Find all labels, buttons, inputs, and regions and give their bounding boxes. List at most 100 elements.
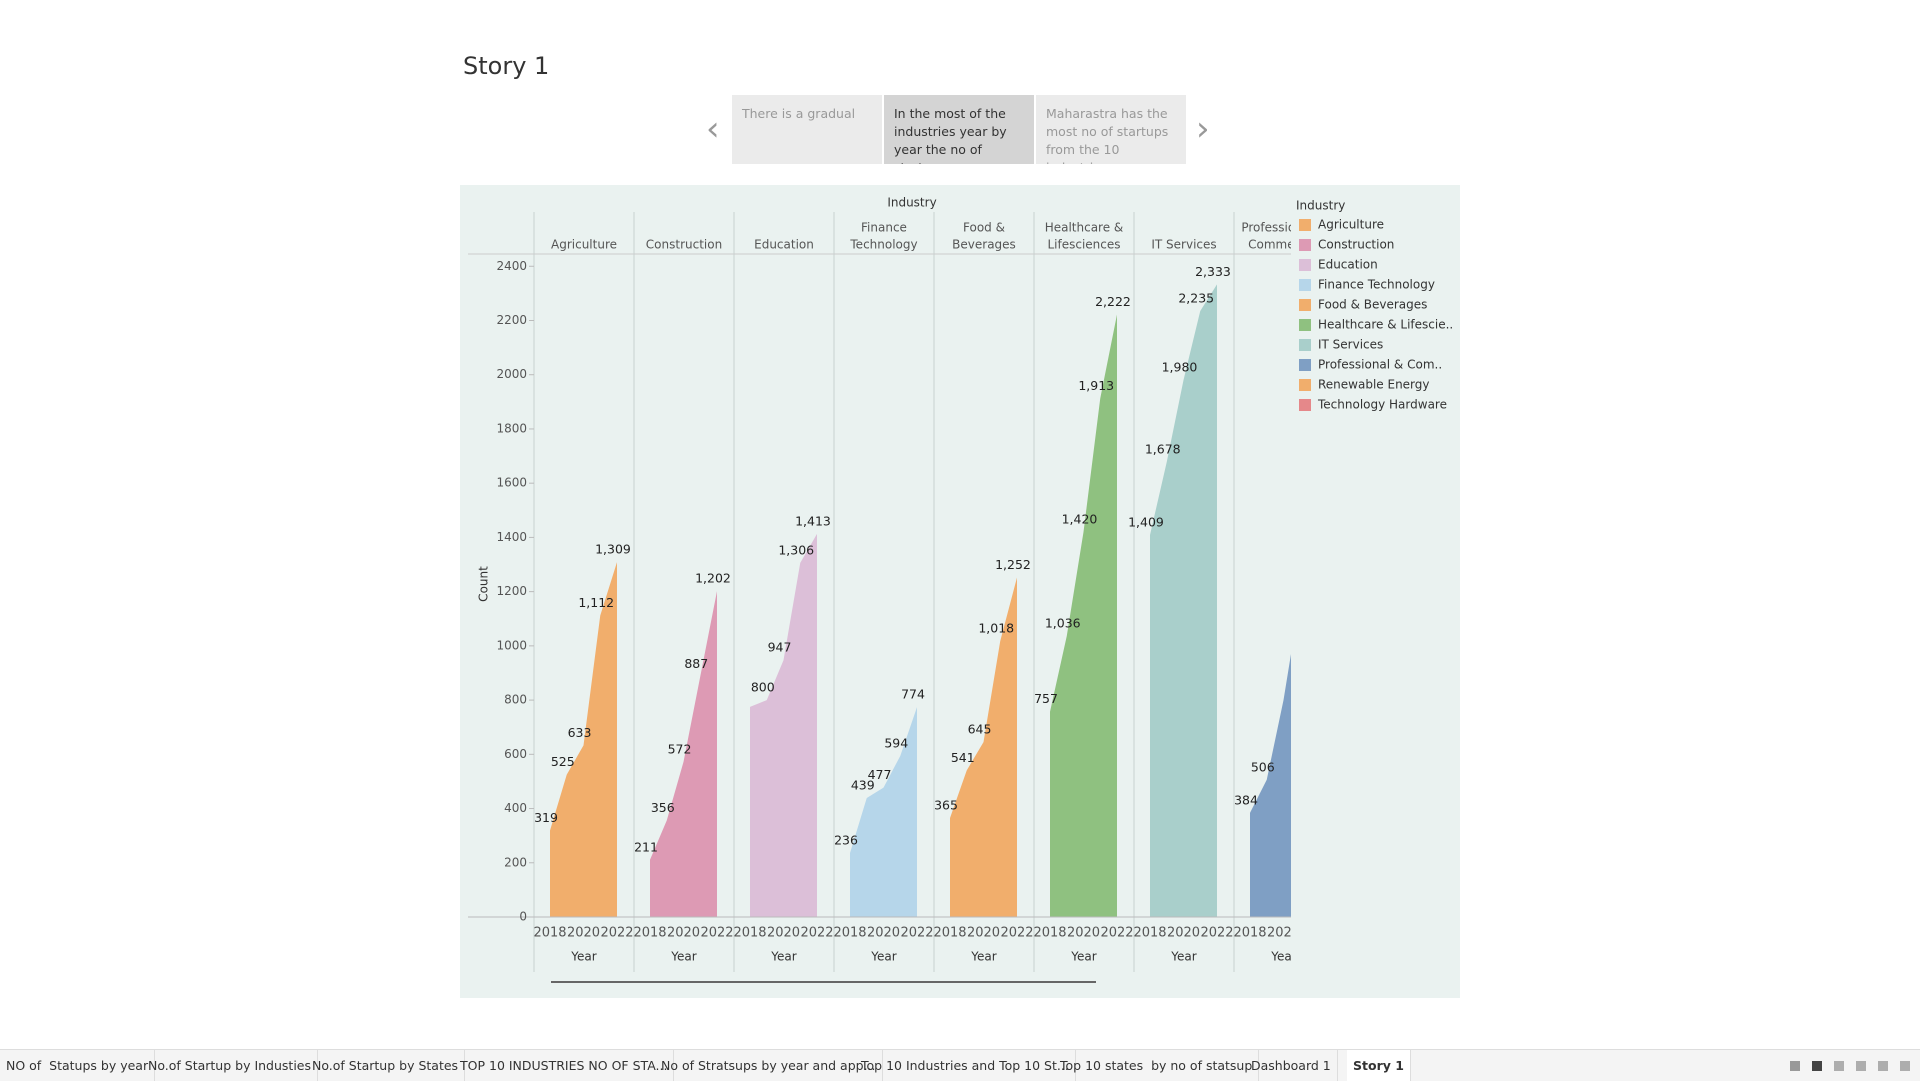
y-tick-label: 800 [504, 693, 527, 707]
x-tick-label: 2022 [700, 926, 733, 941]
x-tick-label: 2020 [1267, 926, 1300, 941]
x-axis-title: Year [970, 950, 996, 964]
data-label: 594 [884, 735, 908, 750]
x-axis-title: Year [1170, 950, 1196, 964]
panel-header: Construction [646, 238, 722, 252]
data-label: 633 [568, 725, 592, 740]
toolbar-icon[interactable] [1790, 1061, 1800, 1071]
legend-label: Construction [1318, 238, 1394, 252]
x-tick-label: 2022 [900, 926, 933, 941]
x-tick-label: 2020 [1167, 926, 1200, 941]
legend-swatch [1299, 259, 1311, 271]
y-tick-label: 2400 [496, 259, 527, 273]
data-label: 2,235 [1178, 291, 1214, 306]
data-label: 1,409 [1128, 514, 1164, 529]
legend-swatch [1299, 279, 1311, 291]
legend-label: Education [1318, 258, 1378, 272]
legend-label: Food & Beverages [1318, 298, 1427, 312]
sheet-tabs: NO of Statups by year No.of Startup by In… [0, 1049, 1920, 1081]
x-axis-title: Year [870, 950, 896, 964]
data-label: 1,913 [1078, 378, 1114, 393]
data-label: 1,980 [1162, 360, 1198, 375]
legend-label: Finance Technology [1318, 278, 1435, 292]
column-header: Industry [887, 196, 936, 210]
sheet-tab[interactable]: No.of Startup by States [306, 1050, 466, 1081]
data-label: 365 [934, 798, 958, 813]
x-axis-title: Year [670, 950, 696, 964]
x-tick-label: 2020 [1067, 926, 1100, 941]
x-tick-label: 2018 [1233, 926, 1266, 941]
x-tick-label: 2022 [1200, 926, 1233, 941]
data-label: 525 [551, 754, 575, 769]
sheet-tab[interactable]: TOP 10 INDUSTRIES NO OF STA... [454, 1050, 675, 1081]
chart-background [460, 185, 1460, 998]
data-label: 1,413 [795, 513, 831, 528]
data-label: 384 [1234, 792, 1258, 807]
panel-header: IT Services [1151, 238, 1216, 252]
x-axis-title: Year [570, 950, 596, 964]
legend-label: Healthcare & Lifescie.. [1318, 318, 1453, 332]
x-axis-title: Year [770, 950, 796, 964]
data-label: 236 [834, 833, 858, 848]
y-tick-label: 400 [504, 801, 527, 815]
sheet-tab[interactable]: Top 10 Industries and Top 10 St... [855, 1050, 1076, 1081]
panel-header: Healthcare & [1045, 221, 1124, 235]
story-point[interactable]: There is a gradual [732, 95, 882, 164]
data-label: 439 [851, 777, 875, 792]
area [850, 707, 917, 917]
legend-label: Agriculture [1318, 218, 1384, 232]
data-label: 887 [684, 656, 708, 671]
legend-swatch [1299, 339, 1311, 351]
area [750, 533, 817, 917]
y-tick-label: 1200 [496, 584, 527, 598]
sheet-tab[interactable]: Top 10 states by no of statsup [1054, 1050, 1260, 1081]
data-label: 2,222 [1095, 294, 1131, 309]
area [1250, 653, 1291, 917]
data-label: 1,678 [1145, 442, 1181, 457]
data-label: 477 [868, 767, 892, 782]
panel-header: Finance [861, 221, 907, 235]
toolbar-icon[interactable] [1834, 1061, 1844, 1071]
panel-header: Commercial [1248, 238, 1320, 252]
data-label: 774 [901, 687, 925, 702]
story-point[interactable]: In the most of the industries year by ye… [884, 95, 1034, 164]
x-axis-title: Year [1270, 950, 1296, 964]
legend-swatch [1299, 239, 1311, 251]
toolbar-icon[interactable] [1878, 1061, 1888, 1071]
data-label: 1,202 [695, 571, 731, 586]
prev-arrow[interactable]: ‹ [706, 109, 720, 149]
sheet-tab[interactable]: No.of Startup by Industies [142, 1050, 319, 1081]
story-title: Story 1 [463, 52, 550, 80]
sheet-tab[interactable]: No of Stratsups by year and app... [655, 1050, 883, 1081]
data-label: 1,112 [578, 595, 614, 610]
panel-header: Education [754, 238, 814, 252]
data-label: 356 [651, 800, 675, 815]
legend-label: IT Services [1318, 338, 1383, 352]
y-tick-label: 1400 [496, 530, 527, 544]
legend-label: Renewable Energy [1318, 378, 1430, 392]
data-label: 1,036 [1045, 616, 1081, 631]
data-label: 1,018 [978, 620, 1014, 635]
x-tick-label: 2020 [967, 926, 1000, 941]
toolbar-icon[interactable] [1900, 1061, 1910, 1071]
data-label: 541 [951, 750, 975, 765]
legend-swatch [1299, 219, 1311, 231]
toolbar-icon[interactable] [1812, 1061, 1822, 1071]
data-label: 1,252 [995, 557, 1031, 572]
legend-label: Technology Hardware [1317, 398, 1447, 412]
sheet-tab[interactable]: Story 1 [1347, 1050, 1411, 1081]
toolbar-icon[interactable] [1856, 1061, 1866, 1071]
story-point[interactable]: Maharastra has the most no of startups f… [1036, 95, 1186, 164]
legend-swatch [1299, 379, 1311, 391]
data-label: 319 [534, 810, 558, 825]
sheet-tab[interactable]: NO of Statups by year [0, 1050, 156, 1081]
legend-swatch [1299, 359, 1311, 371]
sheet-tab[interactable]: Dashboard 1 [1245, 1050, 1338, 1081]
x-tick-label: 2018 [633, 926, 666, 941]
panel-header: Agriculture [551, 238, 617, 252]
legend-title: Industry [1296, 199, 1345, 213]
next-arrow[interactable]: › [1196, 109, 1210, 149]
data-label: 947 [768, 640, 792, 655]
x-tick-label: 2018 [933, 926, 966, 941]
